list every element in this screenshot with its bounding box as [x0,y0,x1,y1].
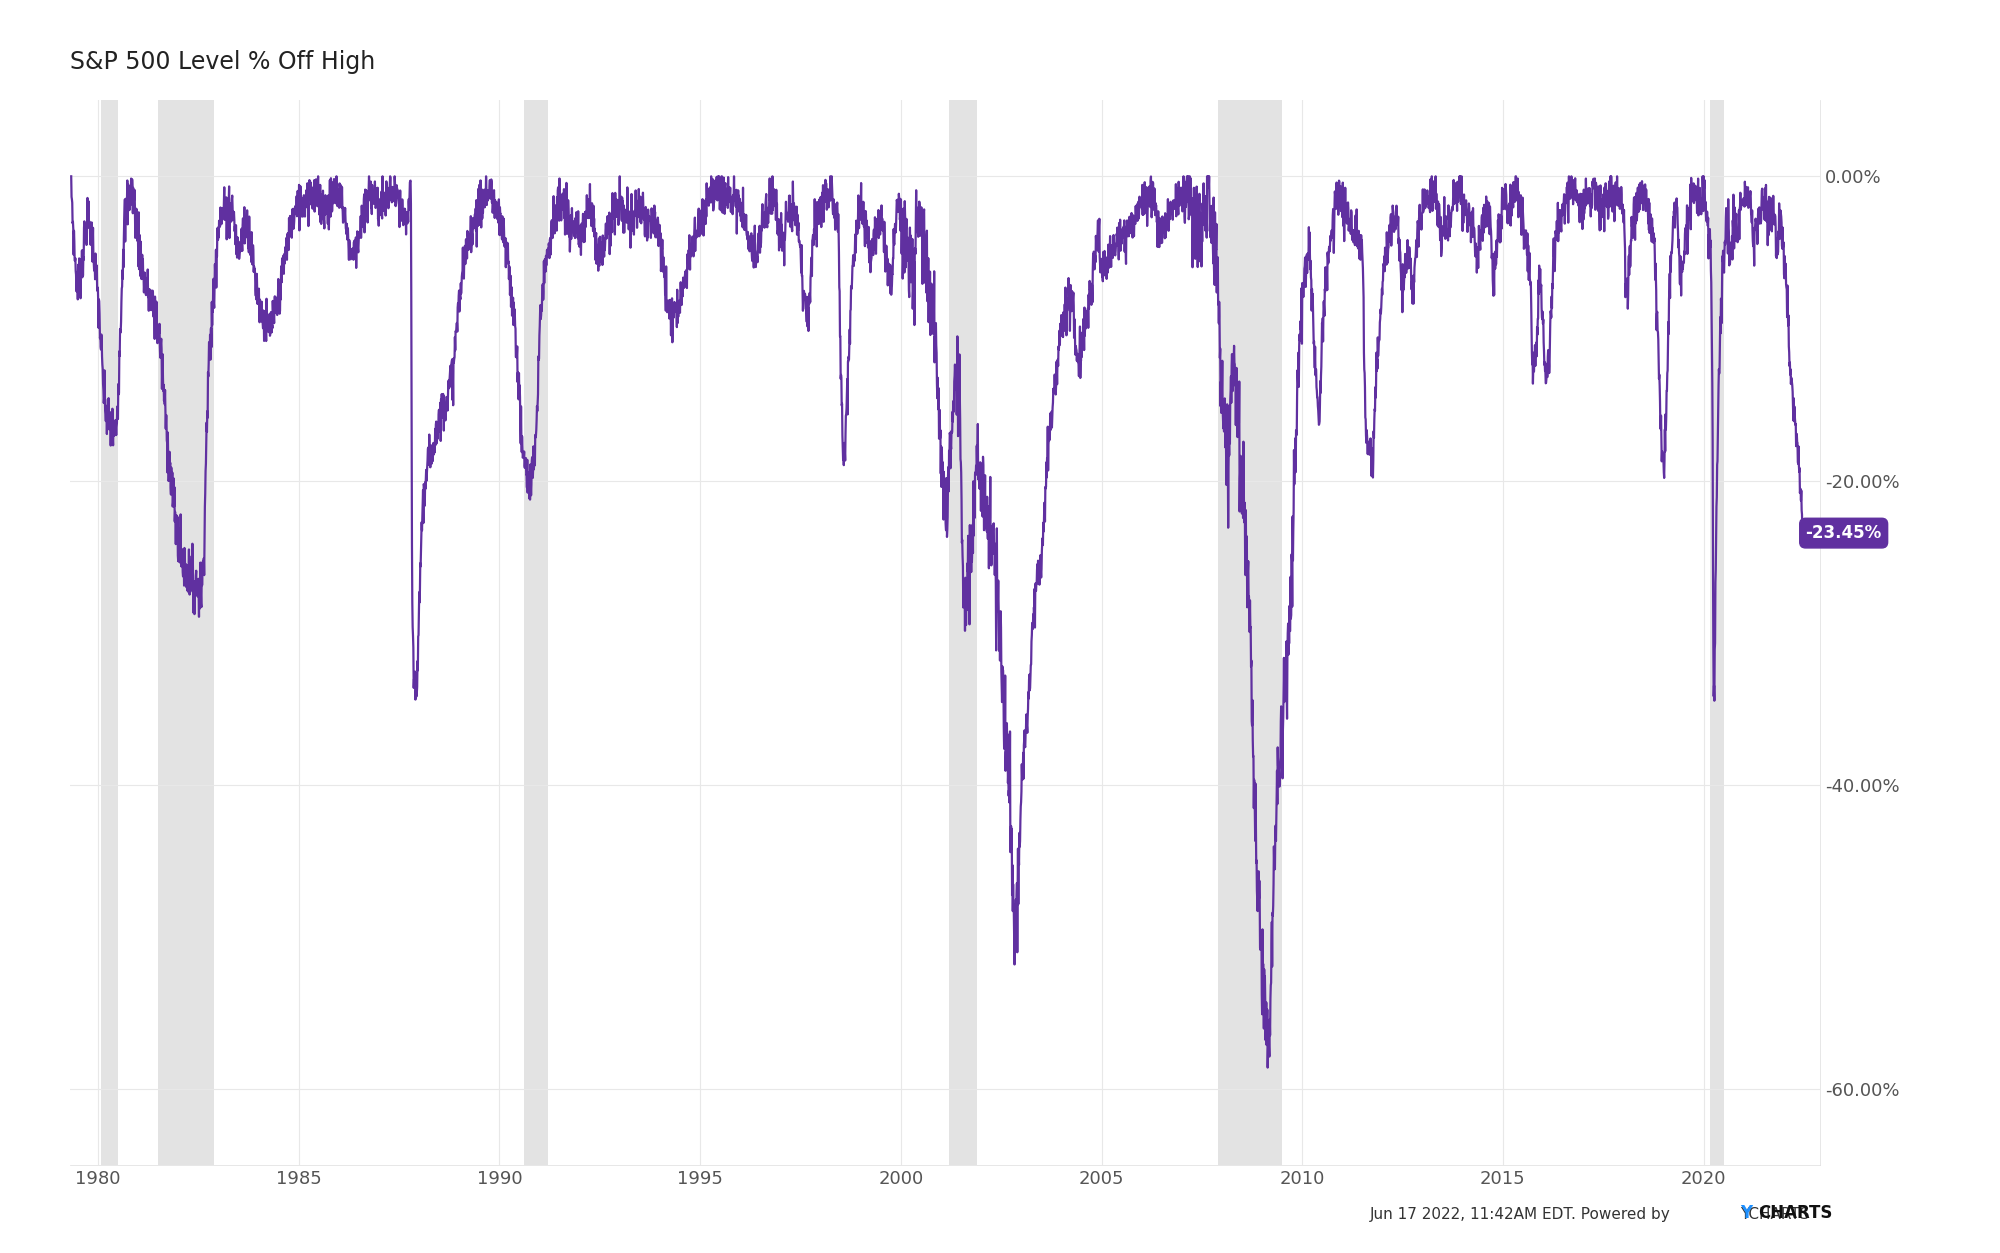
Text: Jun 17 2022, 11:42AM EDT. Powered by: Jun 17 2022, 11:42AM EDT. Powered by [1370,1207,1676,1222]
Bar [524,100,548,1165]
Text: S&P 500 Level % Off High: S&P 500 Level % Off High [70,50,376,74]
Text: CHARTS: CHARTS [1758,1204,1832,1222]
Text: -23.45%: -23.45% [1806,524,1882,543]
Text: YCHARTS: YCHARTS [1740,1207,1810,1222]
Bar [950,100,978,1165]
Bar [1710,100,1724,1165]
Bar [102,100,118,1165]
Bar [1218,100,1282,1165]
Text: Y: Y [1740,1204,1752,1222]
Bar [158,100,214,1165]
